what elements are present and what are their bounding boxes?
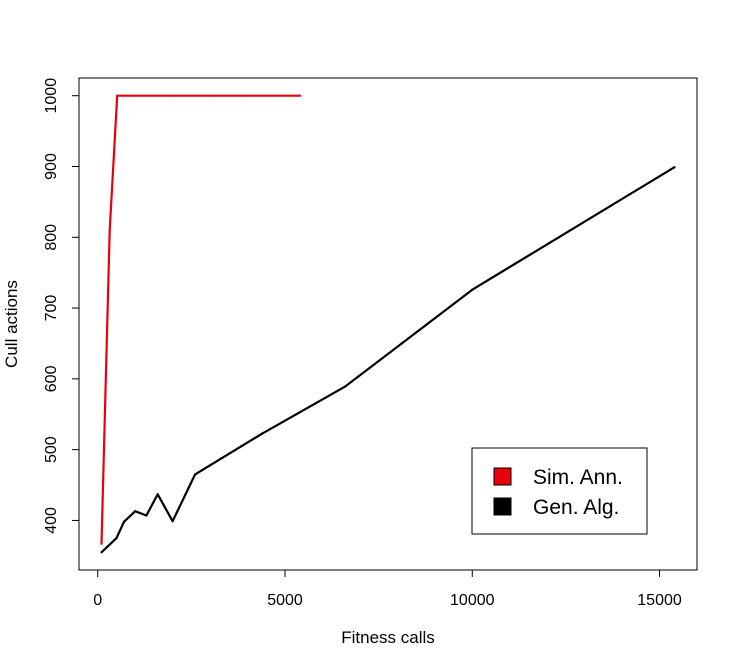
data-point-gen-alg — [194, 473, 197, 476]
y-tick-label: 700 — [43, 295, 60, 322]
data-point-sim-ann — [246, 94, 249, 97]
series-layer — [100, 94, 676, 554]
data-point-gen-alg — [673, 166, 676, 169]
y-axis: 400 500 600 700 800 900 1000 — [43, 78, 80, 534]
data-point-gen-alg — [343, 385, 347, 388]
data-point-gen-alg — [261, 432, 264, 435]
data-point-sim-ann — [100, 542, 103, 545]
data-point-sim-ann — [298, 94, 302, 97]
data-point-sim-ann — [108, 229, 111, 232]
data-point-gen-alg — [122, 520, 126, 523]
data-point-sim-ann — [171, 94, 174, 97]
y-tick-label: 400 — [43, 507, 60, 534]
legend-label-sim-ann: Sim. Ann. — [533, 466, 623, 489]
data-point-gen-alg — [471, 288, 474, 291]
y-tick-label: 500 — [43, 436, 60, 463]
legend-box — [471, 447, 648, 535]
data-point-gen-alg — [134, 510, 137, 513]
series-line-gen-alg — [100, 166, 676, 554]
legend-swatch-gen-alg — [493, 497, 512, 516]
y-tick-label: 900 — [43, 153, 60, 180]
x-tick-label: 0 — [93, 592, 102, 609]
data-point-sim-ann — [208, 94, 212, 97]
y-tick-label: 1000 — [43, 78, 60, 114]
data-point-gen-alg — [100, 551, 103, 554]
legend: Sim. Ann. Gen. Alg. — [471, 447, 648, 535]
y-axis-label: Cull actions — [2, 280, 21, 368]
x-axis-label: Fitness calls — [341, 628, 435, 647]
legend-label-gen-alg: Gen. Alg. — [533, 496, 619, 519]
data-point-sim-ann — [134, 94, 137, 97]
data-point-gen-alg — [145, 514, 148, 517]
data-point-gen-alg — [115, 537, 118, 540]
y-tick-label: 600 — [43, 365, 60, 392]
legend-swatch-sim-ann — [493, 467, 512, 486]
data-point-sim-ann — [116, 94, 119, 97]
x-axis: 0 5000 10000 15000 — [93, 569, 682, 609]
data-point-gen-alg — [171, 520, 174, 523]
series-line-sim-ann — [100, 94, 300, 544]
x-tick-label: 5000 — [267, 592, 303, 609]
data-point-gen-alg — [156, 493, 159, 496]
x-tick-label: 15000 — [637, 592, 682, 609]
y-tick-label: 800 — [43, 224, 60, 251]
x-tick-label: 10000 — [450, 592, 495, 609]
